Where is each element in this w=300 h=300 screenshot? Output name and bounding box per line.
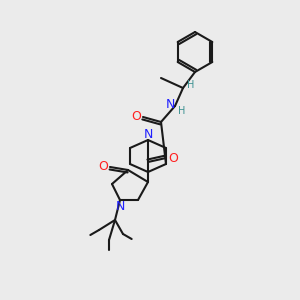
Text: O: O [168,152,178,164]
Text: N: N [143,128,153,140]
Text: O: O [98,160,108,172]
Text: N: N [115,200,125,212]
Text: H: H [178,106,186,116]
Text: O: O [131,110,141,122]
Text: H: H [187,80,195,90]
Text: N: N [165,98,175,110]
